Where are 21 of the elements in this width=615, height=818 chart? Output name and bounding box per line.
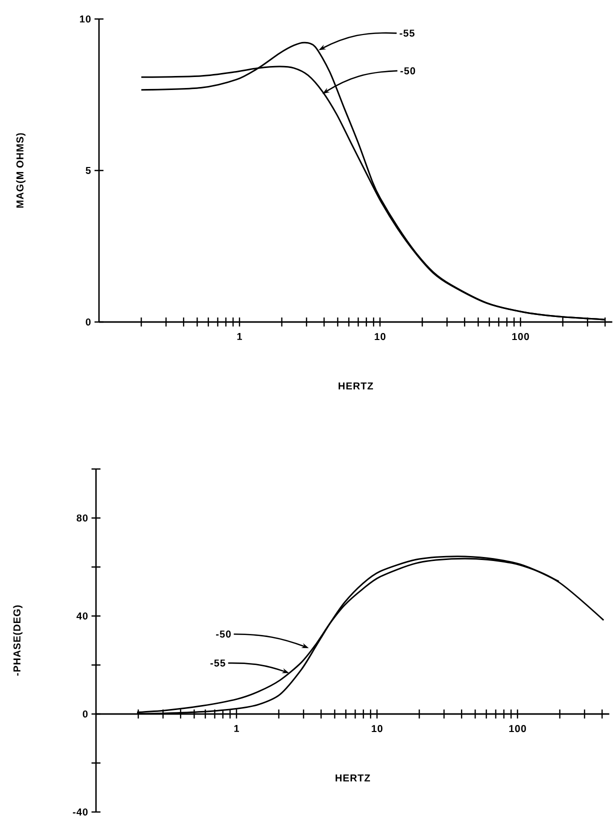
annotation: -50 (400, 67, 416, 74)
x-axis-title: HERTZ (338, 382, 374, 390)
y-tick-label: -40 (72, 808, 88, 816)
y-tick-label: 0 (86, 318, 91, 326)
x-tick-label: 1 (234, 725, 240, 732)
y-tick-label: 40 (76, 612, 88, 620)
y-axis-title: MAG(M OHMS) (16, 133, 26, 208)
x-axis-title: HERTZ (336, 774, 370, 782)
x-tick-label: 100 (509, 725, 526, 732)
x-tick-label: 10 (374, 333, 386, 340)
x-tick-label: 1 (237, 333, 242, 340)
annotation: -55 (210, 660, 226, 667)
y-tick-label: 80 (76, 514, 88, 522)
y-axis-title: -PHASE(DEG) (13, 605, 22, 676)
annotation: -55 (400, 30, 414, 37)
x-tick-label: 10 (372, 725, 382, 732)
y-tick-label: 10 (80, 15, 91, 23)
x-tick-label: 100 (512, 333, 529, 340)
annotation: -50 (216, 630, 231, 638)
y-tick-label: 5 (86, 166, 91, 174)
y-tick-label: 0 (82, 710, 88, 718)
